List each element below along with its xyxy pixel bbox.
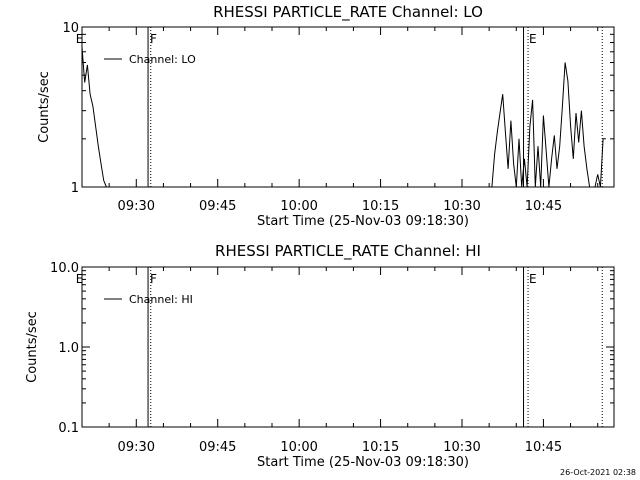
- x-tick-label: 10:45: [525, 440, 562, 455]
- event-marker-label: F: [150, 272, 157, 286]
- generation-timestamp: 26-Oct-2021 02:38: [560, 468, 636, 477]
- y-axis-label: Counts/sec: [25, 311, 40, 383]
- x-tick-label: 10:00: [280, 199, 317, 214]
- x-tick-label: 10:00: [280, 440, 317, 455]
- x-axis-label: Start Time (25-Nov-03 09:18:30): [257, 214, 469, 229]
- y-tick-label: 0.1: [58, 421, 79, 436]
- event-marker-label: E: [529, 32, 537, 46]
- event-marker-label: F: [150, 32, 157, 46]
- event-marker-label: E: [76, 32, 84, 46]
- x-tick-label: 10:15: [362, 440, 399, 455]
- y-axis-label: Counts/sec: [37, 71, 52, 143]
- x-tick-label: 09:30: [118, 440, 155, 455]
- y-tick-label: 1.0: [58, 341, 79, 356]
- legend-label: Channel: LO: [129, 53, 196, 66]
- x-tick-label: 10:30: [443, 440, 480, 455]
- y-tick-label: 10: [62, 21, 79, 36]
- x-tick-label: 10:30: [443, 199, 480, 214]
- x-tick-label: 09:30: [118, 199, 155, 214]
- x-tick-label: 09:45: [199, 199, 236, 214]
- x-tick-label: 09:45: [199, 440, 236, 455]
- chart-title: RHESSI PARTICLE_RATE Channel: LO: [213, 3, 483, 22]
- x-tick-label: 10:15: [362, 199, 399, 214]
- x-axis-label: Start Time (25-Nov-03 09:18:30): [257, 455, 469, 470]
- y-tick-label: 10.0: [50, 261, 79, 276]
- legend-label: Channel: HI: [129, 293, 193, 306]
- event-marker-label: E: [76, 272, 84, 286]
- panel-1: RHESSI PARTICLE_RATE Channel: HI Counts/s…: [25, 242, 615, 470]
- x-tick-label: 10:45: [525, 199, 562, 214]
- panel-0: RHESSI PARTICLE_RATE Channel: LO Counts/s…: [37, 3, 615, 229]
- plot-frame: [81, 26, 615, 188]
- event-marker-label: E: [529, 272, 537, 286]
- plot-frame: [81, 266, 615, 428]
- series-line: [81, 46, 606, 188]
- y-tick-label: 1: [71, 181, 79, 196]
- chart-title: RHESSI PARTICLE_RATE Channel: HI: [215, 242, 481, 261]
